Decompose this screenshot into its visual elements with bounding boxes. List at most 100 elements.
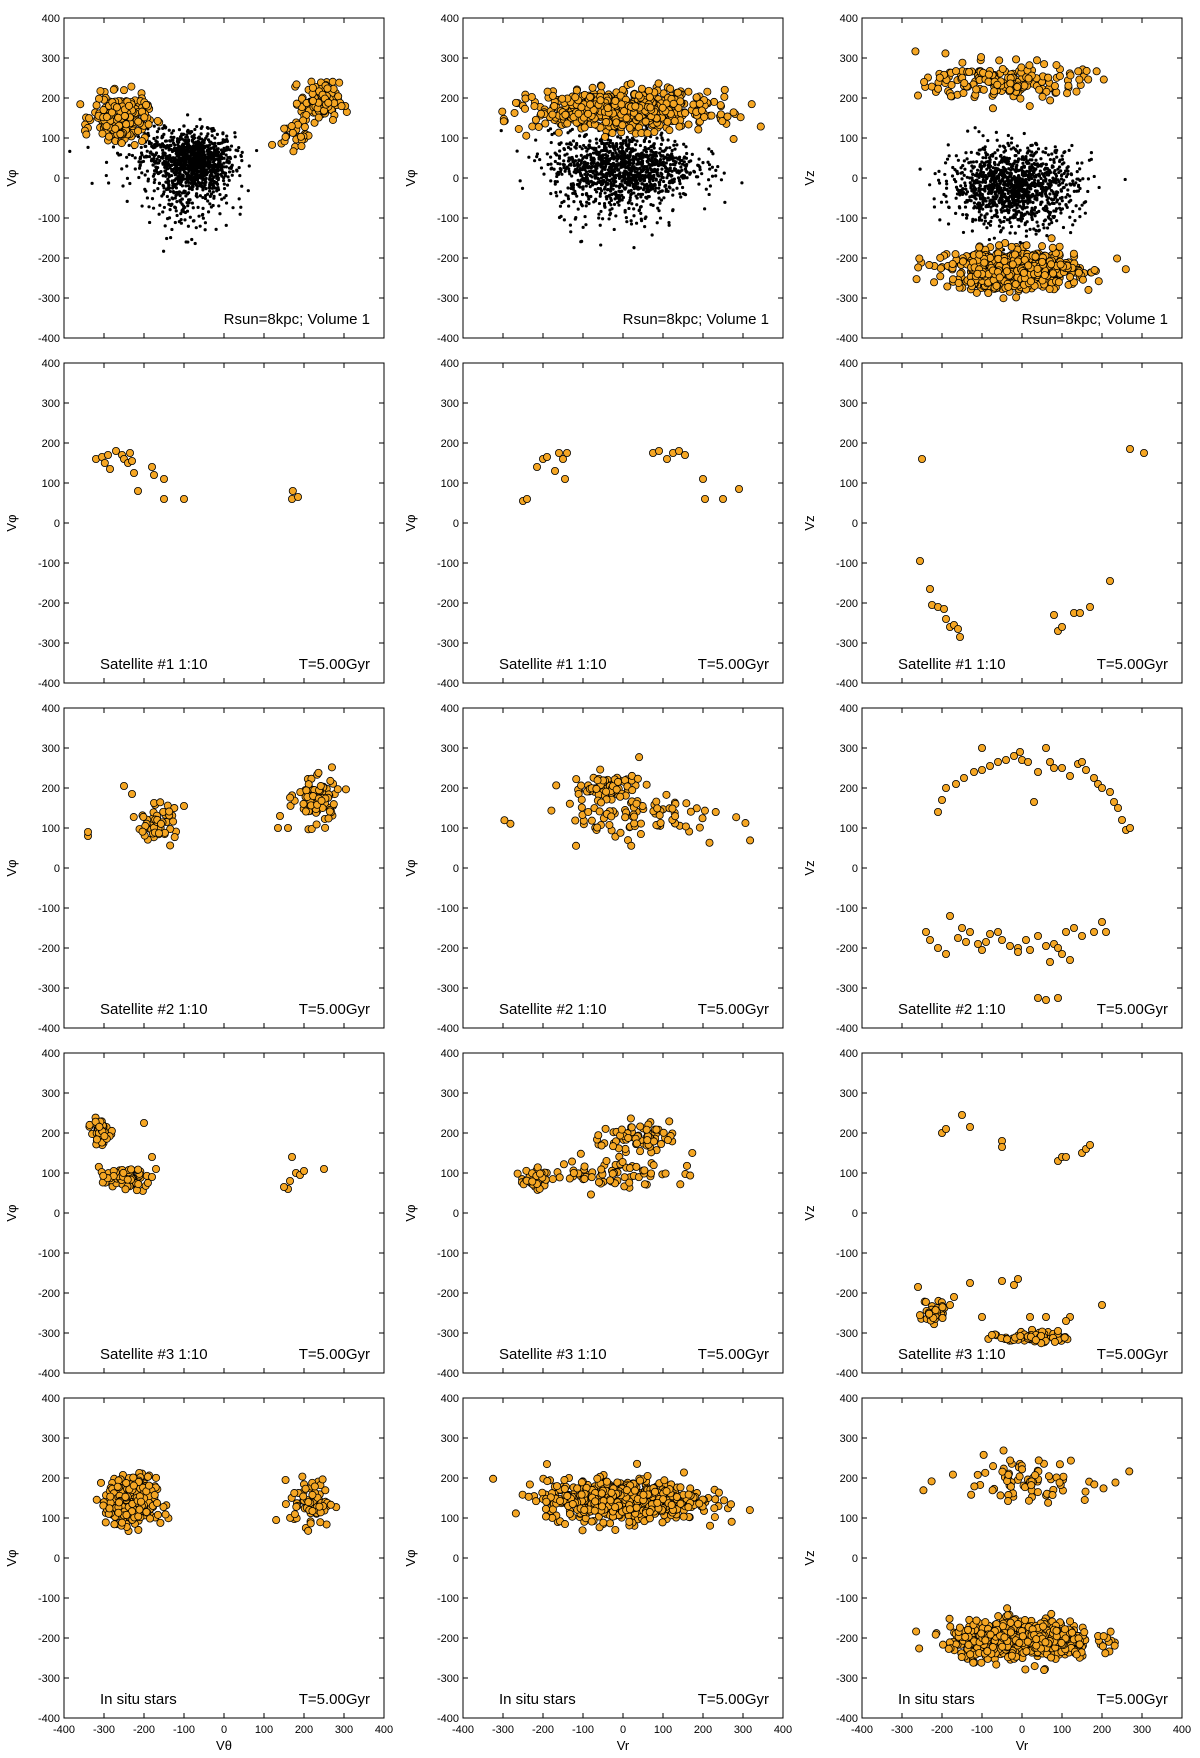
data-point	[658, 146, 662, 151]
points	[68, 77, 351, 253]
data-point	[999, 168, 1003, 172]
data-point	[237, 166, 241, 170]
data-point	[569, 147, 573, 151]
data-point	[255, 148, 259, 153]
data-point	[1059, 211, 1063, 215]
data-point	[156, 143, 160, 147]
data-point	[172, 182, 176, 186]
data-point	[292, 80, 301, 89]
data-point	[578, 134, 582, 138]
data-point	[1017, 209, 1021, 213]
data-point	[199, 181, 204, 185]
data-point	[603, 156, 608, 160]
data-point	[663, 148, 667, 152]
data-point	[1060, 195, 1064, 200]
data-point	[152, 180, 156, 185]
data-point	[1017, 180, 1022, 184]
y-tick-label: 300	[840, 53, 858, 65]
data-point	[618, 121, 627, 130]
data-point	[203, 221, 208, 225]
data-point	[974, 192, 978, 197]
data-point	[1069, 173, 1074, 177]
data-point	[1071, 223, 1075, 227]
data-point	[971, 166, 975, 170]
data-point	[571, 139, 576, 143]
data-point	[217, 204, 221, 208]
data-point	[1016, 188, 1020, 192]
data-point	[999, 179, 1003, 184]
data-point	[675, 186, 679, 190]
data-point	[1013, 231, 1017, 235]
data-point	[571, 93, 580, 102]
data-point	[1005, 218, 1009, 222]
data-point	[627, 142, 631, 147]
data-point	[670, 154, 674, 158]
data-point	[603, 104, 612, 113]
data-point	[186, 224, 191, 228]
data-point	[990, 174, 994, 178]
data-point	[617, 168, 621, 172]
data-point	[614, 214, 618, 218]
data-point	[189, 148, 193, 153]
data-point	[220, 170, 225, 174]
data-point	[239, 154, 243, 159]
data-point	[127, 143, 131, 147]
data-point	[670, 178, 674, 182]
data-point	[681, 176, 685, 180]
data-point	[209, 169, 214, 174]
data-point	[1048, 184, 1052, 189]
data-point	[520, 104, 529, 113]
data-point	[550, 132, 554, 137]
data-point	[1015, 193, 1019, 197]
data-point	[112, 103, 121, 112]
data-point	[612, 202, 617, 206]
data-point	[1023, 212, 1027, 216]
data-point	[658, 201, 662, 205]
data-point	[215, 186, 219, 190]
data-point	[183, 170, 187, 175]
data-point	[157, 127, 161, 131]
data-point	[200, 184, 204, 188]
data-point	[999, 193, 1003, 197]
data-point	[626, 79, 635, 88]
data-point	[1035, 182, 1039, 186]
data-point	[619, 136, 623, 140]
data-point	[989, 179, 993, 184]
data-point	[182, 124, 186, 128]
data-point	[1049, 218, 1053, 222]
data-point	[671, 193, 675, 197]
data-point	[708, 167, 712, 171]
data-point	[222, 182, 226, 186]
data-point	[177, 220, 181, 224]
data-point	[933, 171, 937, 176]
data-point	[627, 206, 631, 211]
data-point	[161, 183, 165, 187]
data-point	[174, 168, 178, 172]
y-axis-label: Vφ	[403, 169, 418, 186]
data-point	[602, 165, 606, 169]
data-point	[215, 189, 219, 193]
data-point	[554, 190, 558, 195]
data-point	[206, 210, 211, 214]
data-point	[632, 246, 636, 250]
data-point	[176, 138, 180, 142]
data-point	[675, 170, 679, 174]
data-point	[221, 140, 225, 144]
data-point	[208, 175, 212, 180]
data-point	[1040, 184, 1044, 188]
data-point	[1001, 188, 1005, 193]
data-point	[237, 197, 241, 201]
data-point	[1034, 158, 1038, 162]
data-point	[589, 155, 593, 159]
data-point	[1036, 147, 1041, 151]
data-point	[571, 157, 575, 161]
data-point	[981, 173, 985, 177]
data-point	[139, 145, 143, 150]
data-point	[932, 197, 936, 201]
data-point	[956, 189, 961, 193]
data-point	[611, 96, 620, 105]
data-point	[614, 180, 618, 184]
data-point	[1002, 166, 1006, 171]
data-point	[627, 177, 631, 181]
data-point	[203, 193, 208, 198]
